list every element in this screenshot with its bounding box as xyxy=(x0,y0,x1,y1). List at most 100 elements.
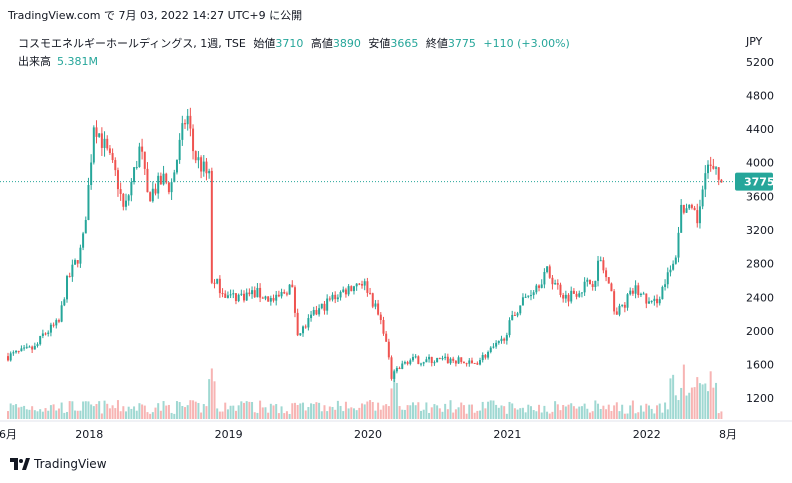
candle xyxy=(441,355,444,361)
volume-bar xyxy=(90,404,93,419)
candle xyxy=(634,280,637,299)
volume-bar xyxy=(259,400,262,419)
candle xyxy=(251,286,254,299)
volume-bar xyxy=(395,382,398,419)
volume-bar xyxy=(613,405,616,419)
candle xyxy=(192,124,195,160)
candle xyxy=(682,204,685,215)
volume-bar xyxy=(178,402,181,419)
volume-bar xyxy=(642,411,645,419)
candle xyxy=(210,167,213,285)
volume-bar xyxy=(712,387,715,419)
candle xyxy=(28,345,31,348)
candle xyxy=(674,255,677,265)
y-tick-label: 4800 xyxy=(746,89,774,102)
volume-bar xyxy=(157,403,160,419)
volume-bar xyxy=(629,405,632,419)
volume-bar xyxy=(71,401,74,419)
volume-bar xyxy=(484,408,487,419)
candle xyxy=(7,352,9,362)
candle xyxy=(653,295,656,306)
volume-bar xyxy=(575,408,578,419)
volume-bar xyxy=(567,404,570,419)
candle xyxy=(438,357,441,360)
candle xyxy=(111,148,114,163)
volume-bar xyxy=(9,403,12,419)
volume-bar xyxy=(599,408,602,419)
candle xyxy=(350,285,353,292)
volume-bar xyxy=(717,413,720,419)
volume-bar xyxy=(84,401,87,419)
price-axis[interactable]: JPY 5200 4800 4400 4000 3600 3200 2800 2400 2000 1… xyxy=(735,35,775,405)
candle xyxy=(532,290,535,299)
volume-bar xyxy=(224,402,227,419)
candle xyxy=(119,182,122,201)
volume-bar xyxy=(430,407,433,419)
volume-bar xyxy=(538,404,541,419)
volume-bar xyxy=(521,407,524,419)
volume-bar xyxy=(492,400,495,419)
x-tick-label: 2020 xyxy=(354,428,382,441)
volume-bar xyxy=(216,408,219,419)
last-price-label: 3775 xyxy=(744,176,775,189)
volume-bar xyxy=(165,405,168,419)
volume-bar xyxy=(594,400,597,419)
candle xyxy=(588,279,591,285)
volume-bar xyxy=(15,404,18,419)
candle xyxy=(487,350,490,360)
candle xyxy=(417,355,420,365)
volume-bar xyxy=(74,410,77,419)
candle xyxy=(288,284,291,295)
volume-bar xyxy=(243,402,246,419)
candle xyxy=(181,115,184,146)
candle xyxy=(63,297,66,307)
volume-bar xyxy=(87,401,90,419)
volume-bar xyxy=(326,411,329,419)
candle xyxy=(548,264,551,279)
candle xyxy=(484,354,487,360)
candle xyxy=(103,131,106,157)
volume-bar xyxy=(261,407,264,419)
y-tick-label: 1200 xyxy=(746,392,774,405)
candle xyxy=(334,291,337,304)
volume-bar xyxy=(497,407,500,419)
volume-bar xyxy=(323,405,326,419)
volume-bar xyxy=(189,400,192,419)
volume-bar xyxy=(149,413,152,419)
volume-bar xyxy=(369,400,372,419)
y-tick-label: 2000 xyxy=(746,325,774,338)
volume-bar xyxy=(602,405,605,419)
volume-bar xyxy=(60,402,63,419)
volume-bar xyxy=(516,409,519,419)
volume-bar xyxy=(591,411,594,419)
candle xyxy=(578,290,581,298)
candle xyxy=(213,279,216,289)
volume-bar xyxy=(452,412,455,419)
volume-bar xyxy=(272,405,275,419)
low-value: 3665 xyxy=(390,37,419,50)
volume-bar xyxy=(47,410,50,419)
volume-bar xyxy=(468,404,471,419)
candle xyxy=(586,277,589,287)
candle xyxy=(186,108,189,131)
candle xyxy=(538,284,541,292)
volume-bar xyxy=(234,410,237,419)
volume-bar xyxy=(366,401,369,419)
volume-bar xyxy=(7,411,9,419)
candle xyxy=(336,294,339,302)
candle xyxy=(637,282,640,298)
volume-bar xyxy=(529,406,532,419)
candle xyxy=(23,344,26,351)
time-axis[interactable]: 6月 2018 2019 2020 2021 2022 8月 xyxy=(0,428,737,441)
candle xyxy=(706,160,709,179)
volume-bar xyxy=(256,412,259,419)
candle xyxy=(377,299,380,316)
volume-bar xyxy=(100,413,103,419)
volume-bar xyxy=(535,411,538,419)
candle xyxy=(570,286,573,304)
volume-bar xyxy=(68,401,71,419)
candle xyxy=(551,274,554,290)
volume-bar xyxy=(588,412,591,419)
volume-bar xyxy=(12,405,15,419)
